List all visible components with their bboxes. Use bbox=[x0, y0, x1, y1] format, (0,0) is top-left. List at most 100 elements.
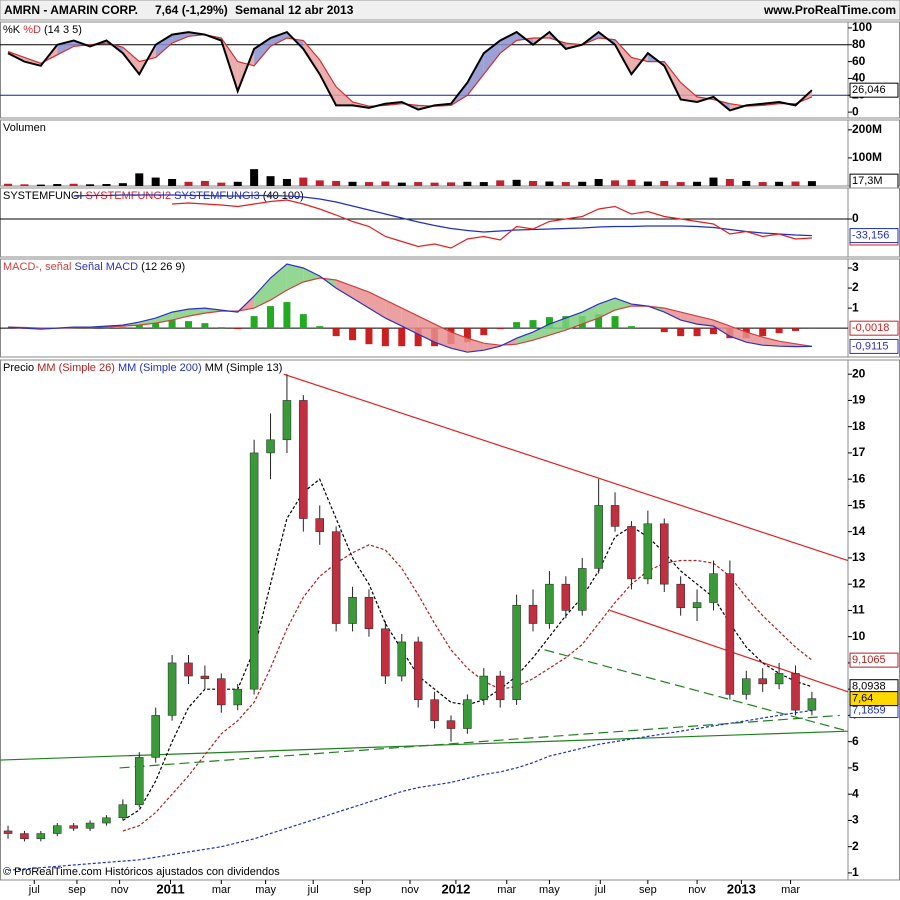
y-tick-label: 100 bbox=[852, 20, 872, 34]
value-label-box bbox=[849, 652, 899, 668]
candle-body bbox=[184, 662, 193, 677]
value-label: 17,3M bbox=[852, 175, 883, 187]
candle-body bbox=[528, 604, 538, 624]
histogram-bar bbox=[677, 328, 685, 337]
histogram-bar bbox=[513, 322, 521, 329]
volume-bar bbox=[693, 181, 702, 186]
value-label: 26,046 bbox=[852, 84, 886, 96]
volume-bar bbox=[86, 184, 95, 186]
candle-body bbox=[299, 400, 308, 519]
candle-body bbox=[791, 673, 800, 711]
volume-bar bbox=[282, 178, 291, 186]
candle-body bbox=[53, 825, 62, 834]
x-tick-label: 2013 bbox=[727, 881, 756, 896]
volume-bar bbox=[561, 182, 570, 186]
histogram-bar bbox=[480, 328, 488, 336]
histogram-bar bbox=[234, 328, 242, 330]
candle-body bbox=[430, 699, 439, 721]
volume-bar bbox=[381, 181, 390, 186]
volume-bar bbox=[364, 182, 373, 186]
volume-bar bbox=[151, 177, 160, 186]
fill-band bbox=[762, 337, 780, 347]
volume-bar bbox=[643, 181, 652, 186]
histogram-bar bbox=[349, 328, 357, 341]
volume-bar bbox=[36, 184, 45, 186]
candle-body bbox=[315, 518, 324, 532]
fill-band bbox=[680, 312, 698, 325]
candle-body bbox=[200, 675, 210, 679]
x-tick-label: mar bbox=[212, 884, 231, 896]
volume-bar bbox=[266, 176, 275, 186]
fill-band bbox=[155, 34, 173, 58]
y-tick-label: 1 bbox=[852, 865, 859, 879]
fill-band bbox=[746, 332, 763, 346]
candle-body bbox=[495, 675, 505, 700]
x-tick-label: jul bbox=[28, 884, 40, 896]
fill-band bbox=[352, 286, 369, 309]
line-series bbox=[172, 199, 812, 249]
candle-body bbox=[3, 830, 13, 834]
value-label: 9,1065 bbox=[852, 654, 886, 666]
volume-bar bbox=[299, 177, 308, 186]
y-tick-label: 4 bbox=[852, 786, 859, 800]
histogram-bar bbox=[496, 328, 504, 330]
candle-body bbox=[36, 833, 46, 840]
volume-bar bbox=[200, 180, 209, 186]
histogram-bar bbox=[529, 320, 537, 329]
y-tick-label: 40 bbox=[852, 71, 866, 85]
legend-part: (12 26 9) bbox=[141, 261, 185, 273]
y-tick-label: 16 bbox=[852, 471, 866, 485]
legend-part: SYSTEMFUNGI bbox=[3, 190, 82, 202]
panel-legend: MACD-, señal Señal MACD (12 26 9) bbox=[3, 261, 185, 273]
volume-bar bbox=[496, 180, 505, 186]
histogram-bar bbox=[759, 328, 767, 337]
candle-body bbox=[397, 641, 407, 677]
line-series bbox=[122, 544, 813, 832]
x-tick-label: mar bbox=[781, 884, 800, 896]
candle-body bbox=[561, 583, 571, 611]
fill-band bbox=[483, 40, 501, 75]
candle-body bbox=[660, 523, 669, 585]
candle-body bbox=[774, 673, 784, 685]
candle-body bbox=[758, 678, 767, 685]
histogram-bar bbox=[152, 323, 160, 329]
histogram-bar bbox=[545, 317, 553, 329]
histogram-bar bbox=[611, 316, 619, 329]
x-tick-label: may bbox=[539, 884, 560, 896]
volume-bar bbox=[758, 182, 767, 186]
histogram-bar bbox=[283, 302, 291, 329]
fill-band bbox=[500, 32, 517, 54]
y-tick-label: 1 bbox=[852, 300, 859, 314]
line-series bbox=[7, 277, 812, 347]
x-tick-label: jul bbox=[307, 884, 319, 896]
candle-body bbox=[331, 531, 341, 624]
site: www.ProRealTime.com bbox=[763, 3, 896, 17]
fill-band bbox=[270, 264, 287, 301]
volume-bar bbox=[397, 182, 406, 186]
histogram-bar bbox=[595, 314, 603, 329]
trendline bbox=[544, 649, 849, 732]
legend-part: MM (Simple 26) bbox=[37, 362, 115, 374]
candle-body bbox=[282, 400, 292, 441]
volume-bar bbox=[4, 183, 13, 186]
value-label-box bbox=[849, 338, 899, 354]
y-tick-label: 15 bbox=[852, 498, 866, 512]
fill-band bbox=[467, 53, 484, 96]
candle-body bbox=[676, 583, 685, 609]
candle-body bbox=[381, 628, 390, 677]
volume-bar bbox=[660, 180, 669, 186]
candle-body bbox=[118, 804, 128, 819]
candle-body bbox=[577, 568, 587, 611]
volume-bar bbox=[742, 180, 751, 186]
fill-band bbox=[467, 338, 484, 353]
y-tick-label: 60 bbox=[852, 54, 866, 68]
x-tick-label: may bbox=[255, 884, 276, 896]
candle-body bbox=[413, 641, 423, 700]
histogram-bar bbox=[250, 316, 258, 329]
histogram-bar bbox=[201, 323, 209, 329]
value-label: 8,0938 bbox=[852, 681, 886, 693]
histogram-bar bbox=[168, 320, 176, 329]
volume-bar bbox=[463, 181, 472, 186]
line-series bbox=[73, 194, 812, 237]
volume-bar bbox=[20, 184, 29, 186]
